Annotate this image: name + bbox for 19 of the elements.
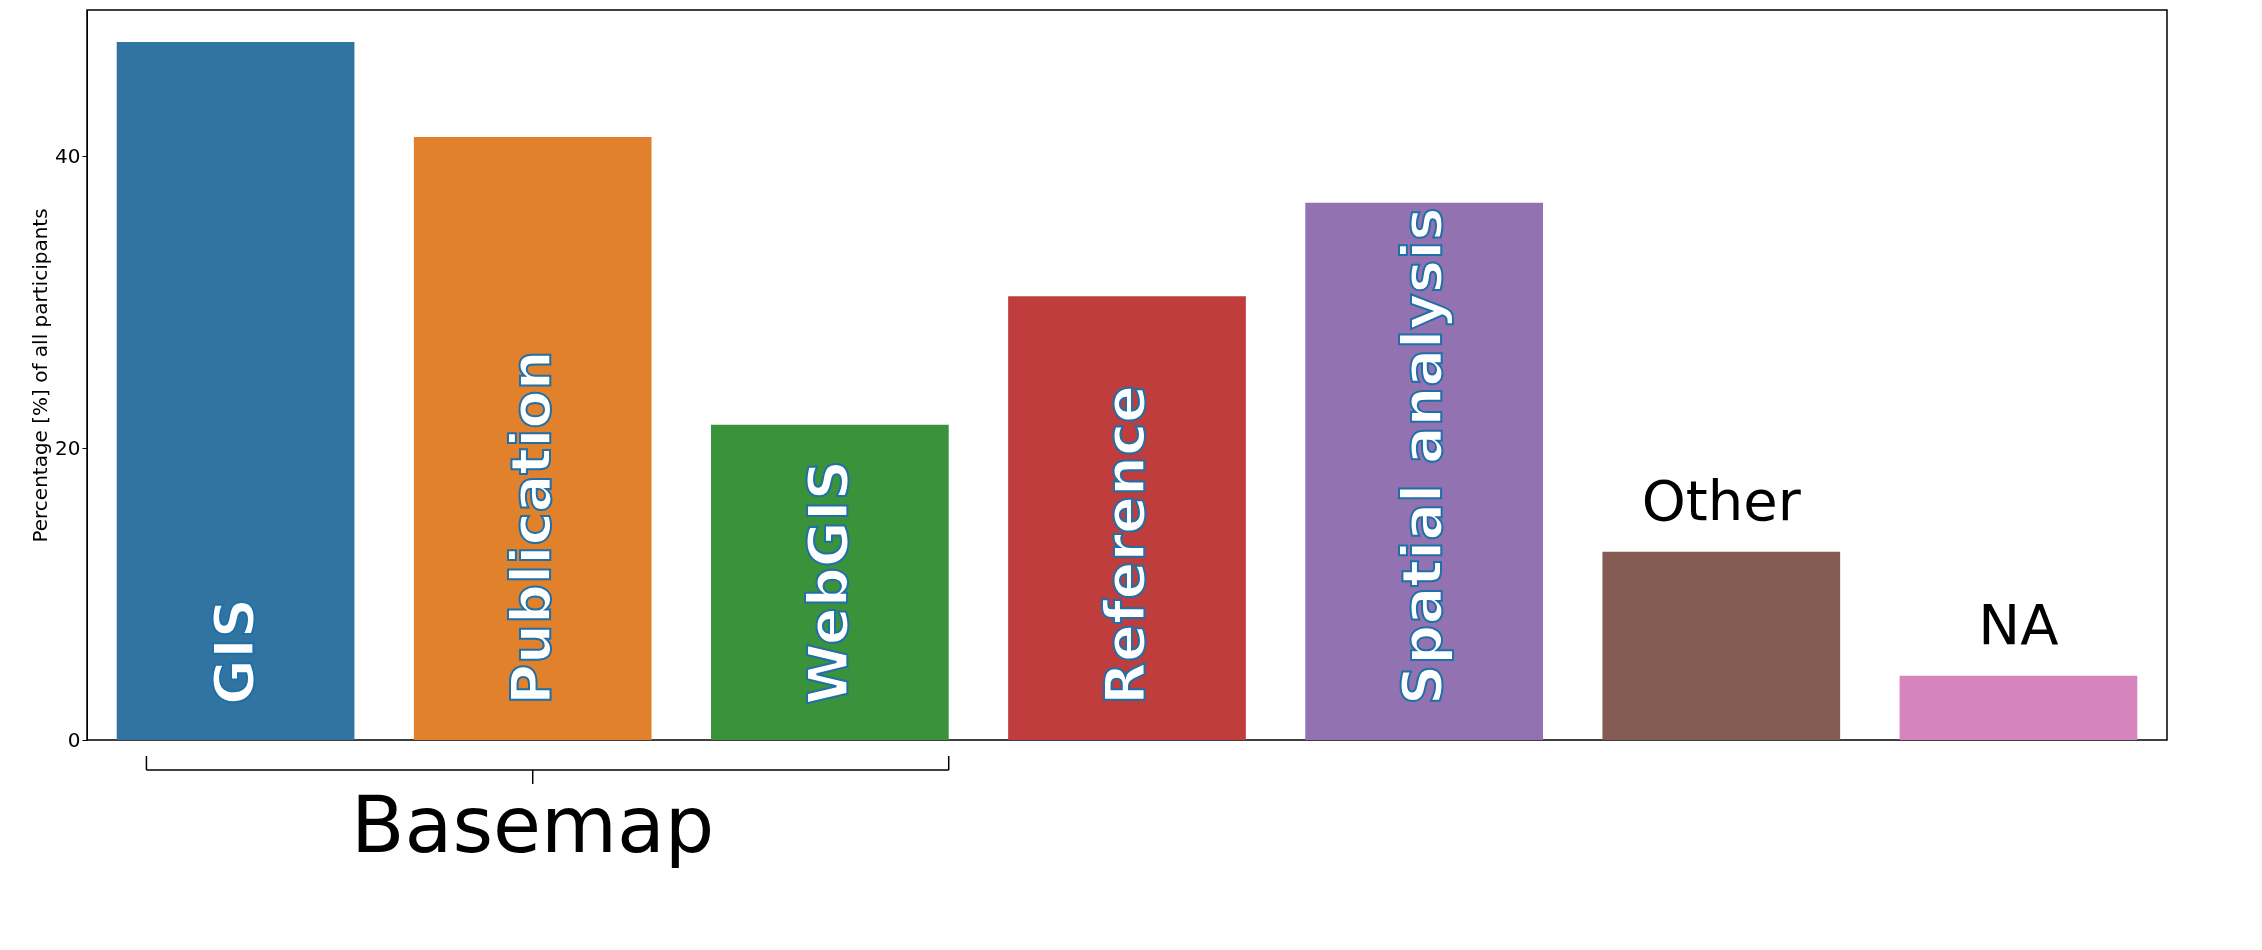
x-tick-label: WebGIS <box>794 460 860 705</box>
x-tick-label: Spatial analysis <box>1389 207 1455 705</box>
x-tick-label: NA <box>1978 591 2059 657</box>
bar <box>1602 551 1841 740</box>
y-tick-label: 0 <box>67 727 81 752</box>
x-tick-label: Reference <box>1092 384 1157 705</box>
annotation: Basemap <box>351 780 715 870</box>
y-tick-label: 40 <box>55 143 81 168</box>
bar <box>1008 296 1246 740</box>
x-tick-label: Publication <box>497 350 563 705</box>
x-tick-label: Other <box>1641 467 1802 533</box>
bar <box>711 424 949 740</box>
bar <box>413 137 652 740</box>
x-tick-label: GIS <box>200 597 266 705</box>
bar <box>116 42 355 740</box>
y-tick-label: 20 <box>55 435 81 460</box>
y-axis-title: Percentage [%] of all participants <box>28 208 53 543</box>
bar <box>1899 675 2138 740</box>
bar <box>1305 202 1543 740</box>
